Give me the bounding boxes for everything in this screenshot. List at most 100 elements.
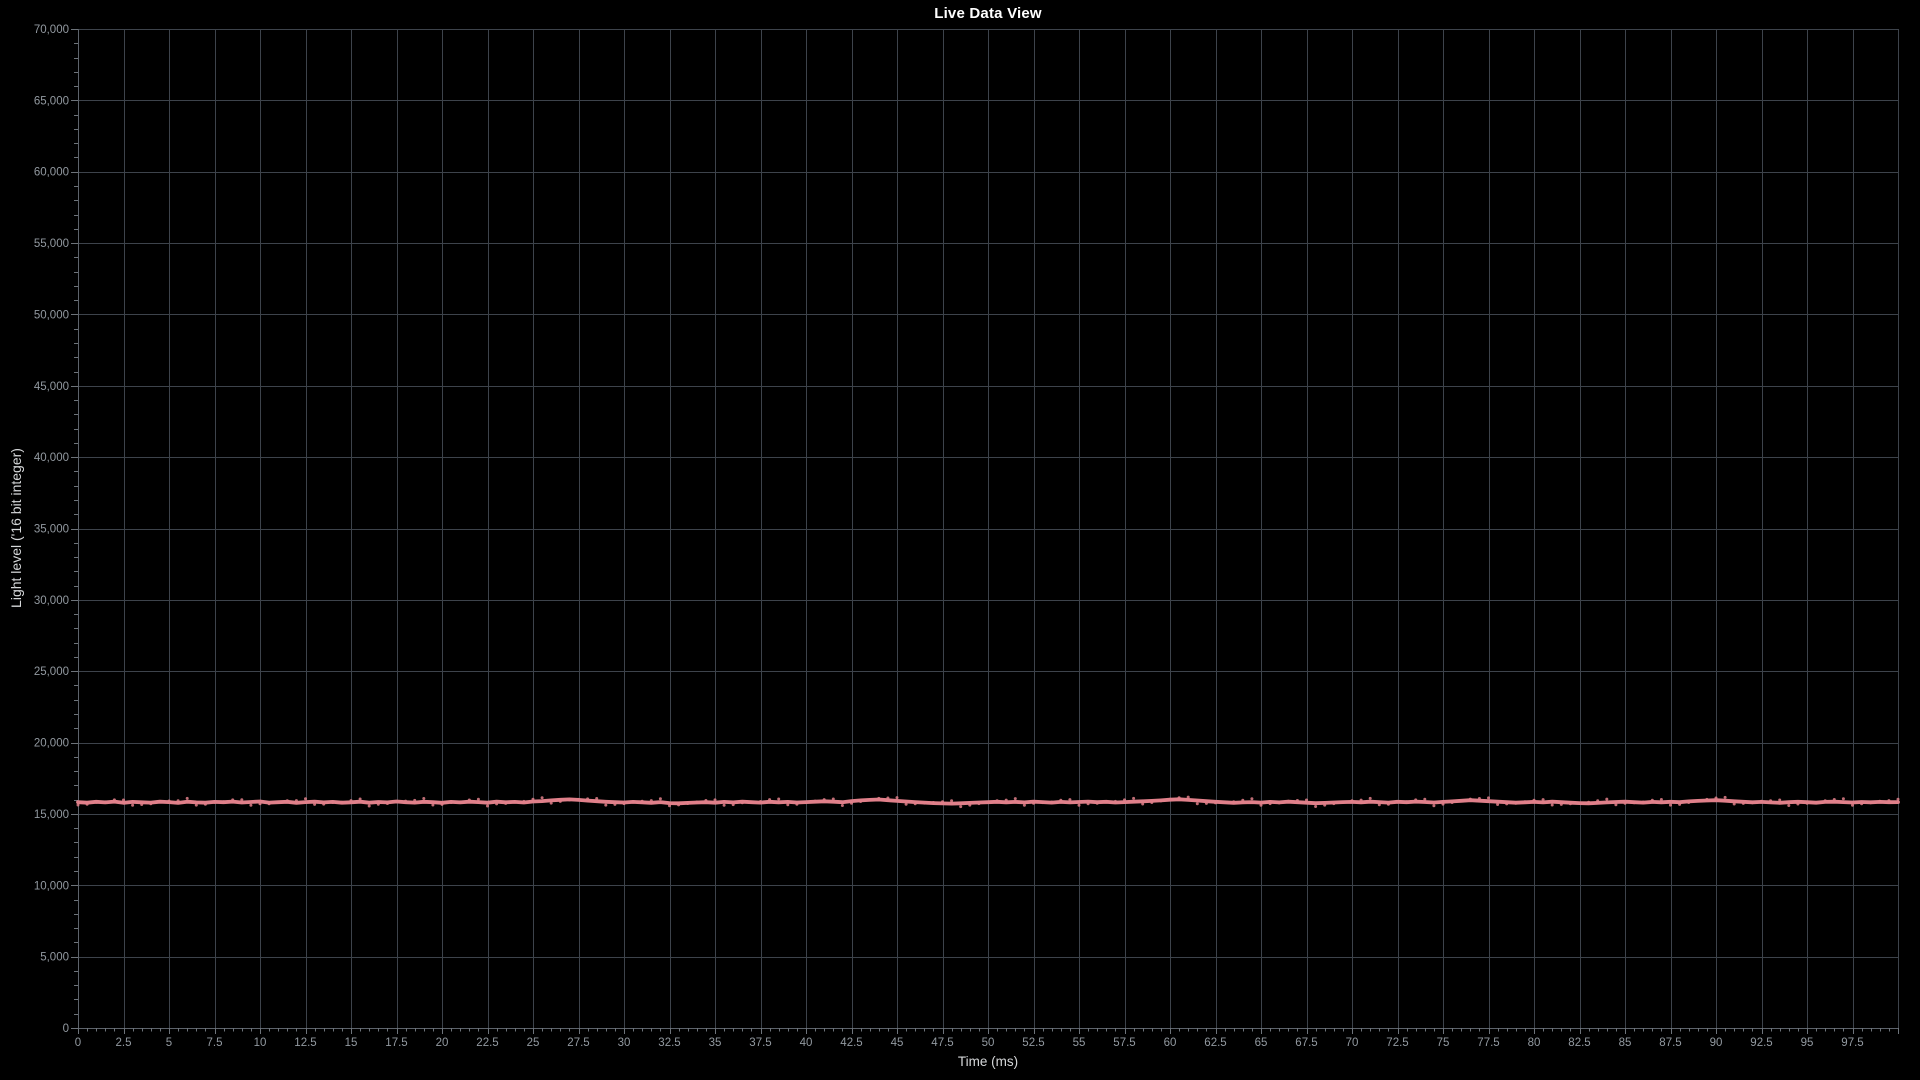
- data-point: [1669, 803, 1672, 807]
- data-point: [103, 800, 107, 804]
- data-point: [1623, 801, 1627, 805]
- data-point: [1496, 803, 1500, 806]
- data-point: [941, 800, 944, 804]
- data-point: [1578, 801, 1581, 805]
- data-point: [604, 803, 608, 807]
- data-point: [1359, 798, 1363, 802]
- svg-text:97.5: 97.5: [1841, 1037, 1863, 1049]
- data-point: [213, 800, 216, 804]
- data-point: [1159, 799, 1163, 803]
- data-point: [1232, 800, 1236, 804]
- data-point: [431, 803, 435, 807]
- svg-text:65,000: 65,000: [34, 95, 69, 107]
- data-point: [440, 802, 444, 806]
- data-point: [1887, 799, 1891, 803]
- data-point: [1750, 801, 1754, 805]
- data-point: [1778, 798, 1782, 802]
- svg-text:45,000: 45,000: [34, 381, 69, 393]
- data-point: [558, 799, 562, 803]
- data-point: [577, 797, 580, 801]
- data-point: [1696, 799, 1700, 803]
- data-point: [1059, 798, 1063, 802]
- data-point: [1514, 801, 1518, 805]
- svg-text:15,000: 15,000: [34, 809, 69, 821]
- data-point: [1377, 803, 1381, 807]
- data-point: [1787, 804, 1791, 807]
- data-point: [1559, 802, 1563, 806]
- data-point: [1614, 803, 1618, 807]
- data-point: [1041, 801, 1045, 805]
- svg-text:75: 75: [1437, 1037, 1450, 1049]
- data-point: [458, 800, 462, 804]
- data-point: [749, 800, 753, 804]
- svg-text:20,000: 20,000: [34, 738, 69, 750]
- data-point: [1177, 796, 1181, 800]
- data-point: [540, 796, 544, 800]
- svg-text:47.5: 47.5: [931, 1037, 953, 1049]
- data-point: [804, 801, 808, 805]
- data-point: [1650, 798, 1654, 802]
- data-point: [631, 800, 635, 804]
- data-point: [385, 802, 389, 805]
- data-point: [1841, 797, 1845, 801]
- data-point: [76, 803, 80, 807]
- svg-text:92.5: 92.5: [1750, 1037, 1772, 1049]
- svg-text:40: 40: [800, 1037, 813, 1049]
- data-point: [1814, 801, 1818, 805]
- svg-text:77.5: 77.5: [1477, 1037, 1499, 1049]
- svg-text:15: 15: [345, 1037, 358, 1049]
- svg-text:25,000: 25,000: [34, 666, 69, 678]
- data-point: [522, 799, 526, 803]
- svg-text:55,000: 55,000: [34, 238, 69, 250]
- data-point: [222, 800, 226, 804]
- data-point: [358, 797, 362, 801]
- data-point: [822, 798, 826, 802]
- data-point: [1068, 798, 1072, 802]
- data-point: [1004, 798, 1008, 802]
- data-point: [786, 803, 790, 807]
- data-point: [1550, 803, 1554, 807]
- data-point: [1587, 800, 1591, 804]
- svg-text:55: 55: [1073, 1037, 1086, 1049]
- data-point: [513, 800, 517, 804]
- data-point: [795, 802, 799, 806]
- data-point: [176, 799, 180, 803]
- svg-text:5,000: 5,000: [40, 952, 69, 964]
- data-point: [1323, 803, 1327, 807]
- svg-text:35,000: 35,000: [34, 524, 69, 536]
- data-point: [595, 797, 599, 800]
- data-point: [777, 797, 781, 801]
- data-point: [131, 803, 135, 807]
- data-point: [486, 804, 489, 808]
- data-point: [1286, 799, 1290, 803]
- data-point: [203, 802, 207, 806]
- data-point: [1305, 798, 1308, 802]
- svg-text:10,000: 10,000: [34, 880, 69, 892]
- data-point: [331, 801, 335, 804]
- data-point: [567, 798, 571, 802]
- svg-text:80: 80: [1528, 1037, 1541, 1049]
- data-point: [913, 802, 917, 806]
- data-point: [831, 797, 835, 801]
- data-point: [467, 798, 471, 802]
- svg-text:0: 0: [63, 1023, 69, 1035]
- svg-text:5: 5: [166, 1037, 172, 1049]
- data-point: [304, 797, 307, 801]
- data-point: [1077, 803, 1081, 807]
- svg-text:42.5: 42.5: [840, 1037, 862, 1049]
- data-point: [1150, 801, 1154, 804]
- data-point: [376, 802, 380, 806]
- svg-text:45: 45: [891, 1037, 904, 1049]
- svg-text:0: 0: [75, 1037, 81, 1049]
- data-point: [1341, 800, 1345, 804]
- data-point: [1878, 799, 1882, 803]
- data-point: [1741, 801, 1745, 805]
- data-point: [950, 799, 954, 803]
- svg-text:2.5: 2.5: [116, 1037, 132, 1049]
- data-point: [622, 802, 626, 806]
- svg-text:65: 65: [1255, 1037, 1268, 1049]
- data-point: [413, 798, 417, 802]
- data-point: [1186, 795, 1190, 799]
- data-point: [1796, 802, 1800, 806]
